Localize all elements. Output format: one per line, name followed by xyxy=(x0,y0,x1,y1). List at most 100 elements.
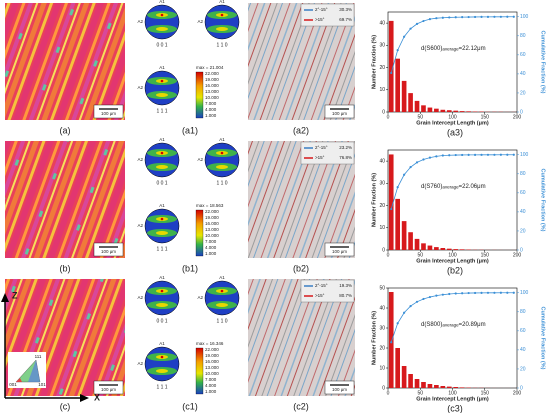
cumulative-point xyxy=(441,154,444,157)
annotation-subscript: average xyxy=(442,323,459,328)
cumulative-point xyxy=(403,35,406,38)
annotation-subscript: average xyxy=(442,185,459,190)
panel-label: (c) xyxy=(60,401,71,411)
bar xyxy=(434,247,439,250)
pole-axis-label: A1 xyxy=(159,0,165,4)
y-tick-label: 50 xyxy=(379,285,385,291)
pole-peak xyxy=(156,27,168,31)
key-label: 10.000 xyxy=(205,95,219,100)
panel-label: (a2) xyxy=(293,125,309,135)
max-label: max = 16.346 xyxy=(196,341,224,346)
pole-axis-label: A2 xyxy=(137,157,143,162)
annotation: d(S600)average=22.12μm xyxy=(421,46,486,52)
boundary-legend xyxy=(300,141,355,165)
cumulative-point xyxy=(461,153,464,157)
bar xyxy=(408,374,413,388)
bar xyxy=(453,110,459,112)
x-axis-label: Grain Intercept Length (μm) xyxy=(416,258,489,264)
panel-label: (b) xyxy=(60,263,71,273)
x-tick-label: 150 xyxy=(481,114,490,120)
cumulative-line xyxy=(390,292,514,343)
bar xyxy=(421,105,426,112)
cumulative-point xyxy=(435,17,438,20)
bar xyxy=(388,154,394,250)
pole-peak xyxy=(216,165,228,169)
pole-max xyxy=(220,289,224,293)
pole-axis-label: A2 xyxy=(137,361,143,366)
legend-label: >15° xyxy=(315,17,325,22)
bar xyxy=(427,384,433,388)
key-label: 13.000 xyxy=(205,227,219,232)
y-tick-label: 0 xyxy=(382,109,385,115)
pole-disc xyxy=(204,142,240,178)
color-key xyxy=(195,347,204,395)
y-tick-label: 40 xyxy=(379,20,385,26)
cumulative-point xyxy=(415,161,419,164)
ipf-label: 111 xyxy=(35,354,42,359)
scale-bar-box xyxy=(324,242,355,257)
pole-peak xyxy=(156,165,168,169)
bar xyxy=(427,107,433,112)
bar xyxy=(440,386,446,388)
pole-disc xyxy=(144,208,180,244)
x-tick-label: 100 xyxy=(448,252,457,258)
pole-axis-label: A2 xyxy=(197,295,203,300)
pole-disc xyxy=(204,280,240,316)
annotation-part: =22.06μm xyxy=(459,184,486,190)
y-tick-label: 0 xyxy=(382,385,385,391)
pole-peak xyxy=(156,93,168,97)
bar xyxy=(440,248,446,250)
cumulative-point xyxy=(499,15,502,18)
cumulative-point xyxy=(448,292,451,296)
pole-figure xyxy=(144,280,180,316)
pole-disc xyxy=(144,70,180,106)
pole-axis-label: A2 xyxy=(137,295,143,300)
annotation-part: d(S600) xyxy=(421,46,442,52)
cumulative-point xyxy=(409,304,412,308)
y2-tick-label: 40 xyxy=(520,347,526,353)
panel-label: (c2) xyxy=(293,401,309,411)
y2-tick-label: 100 xyxy=(520,152,529,158)
y-tick-label: 40 xyxy=(379,305,385,311)
pole-max xyxy=(160,151,164,155)
bar xyxy=(459,387,465,388)
pole-peak xyxy=(216,303,228,307)
pole-figure xyxy=(144,70,180,106)
bar xyxy=(446,248,452,250)
bar xyxy=(401,80,407,112)
pole-axis-label: A2 xyxy=(197,157,203,162)
ipf-label: 101 xyxy=(38,382,46,387)
y-axis-label: Number Fraction (%) xyxy=(371,311,377,365)
legend-value: 23.2% xyxy=(339,145,352,150)
pole-axis-label: A1 xyxy=(159,341,165,346)
bar xyxy=(408,93,413,112)
key-label: 4.000 xyxy=(205,107,217,112)
key-label: 22.000 xyxy=(205,347,219,352)
cumulative-line xyxy=(390,16,514,74)
pole-disc xyxy=(144,142,180,178)
cumulative-point xyxy=(473,15,477,19)
plot-frame xyxy=(387,11,518,113)
pole-figure xyxy=(204,142,240,178)
cumulative-point xyxy=(415,300,419,303)
key-label: 10.000 xyxy=(205,233,219,238)
cumulative-point xyxy=(435,155,438,158)
pole-axis-label: A1 xyxy=(159,65,165,70)
annotation-part: d(S800) xyxy=(421,322,442,328)
pole-name: 0 0 1 xyxy=(156,180,167,186)
pole-axis-label: A2 xyxy=(137,19,143,24)
legend-label: 2°-15° xyxy=(315,145,328,150)
cumulative-point xyxy=(461,16,464,19)
y2-tick-label: 20 xyxy=(520,366,526,372)
cumulative-point xyxy=(409,166,412,169)
pole-name: 0 0 1 xyxy=(156,42,167,48)
y-tick-label: 10 xyxy=(379,225,385,231)
cumulative-point xyxy=(480,15,483,19)
scale-bar-label: 100 μm xyxy=(101,387,116,392)
ipf-label: 001 xyxy=(9,382,17,387)
ipf-shade xyxy=(28,360,40,382)
y2-tick-label: 40 xyxy=(520,71,526,77)
y2-tick-label: 40 xyxy=(520,209,526,215)
y2-tick-label: 20 xyxy=(520,90,526,96)
